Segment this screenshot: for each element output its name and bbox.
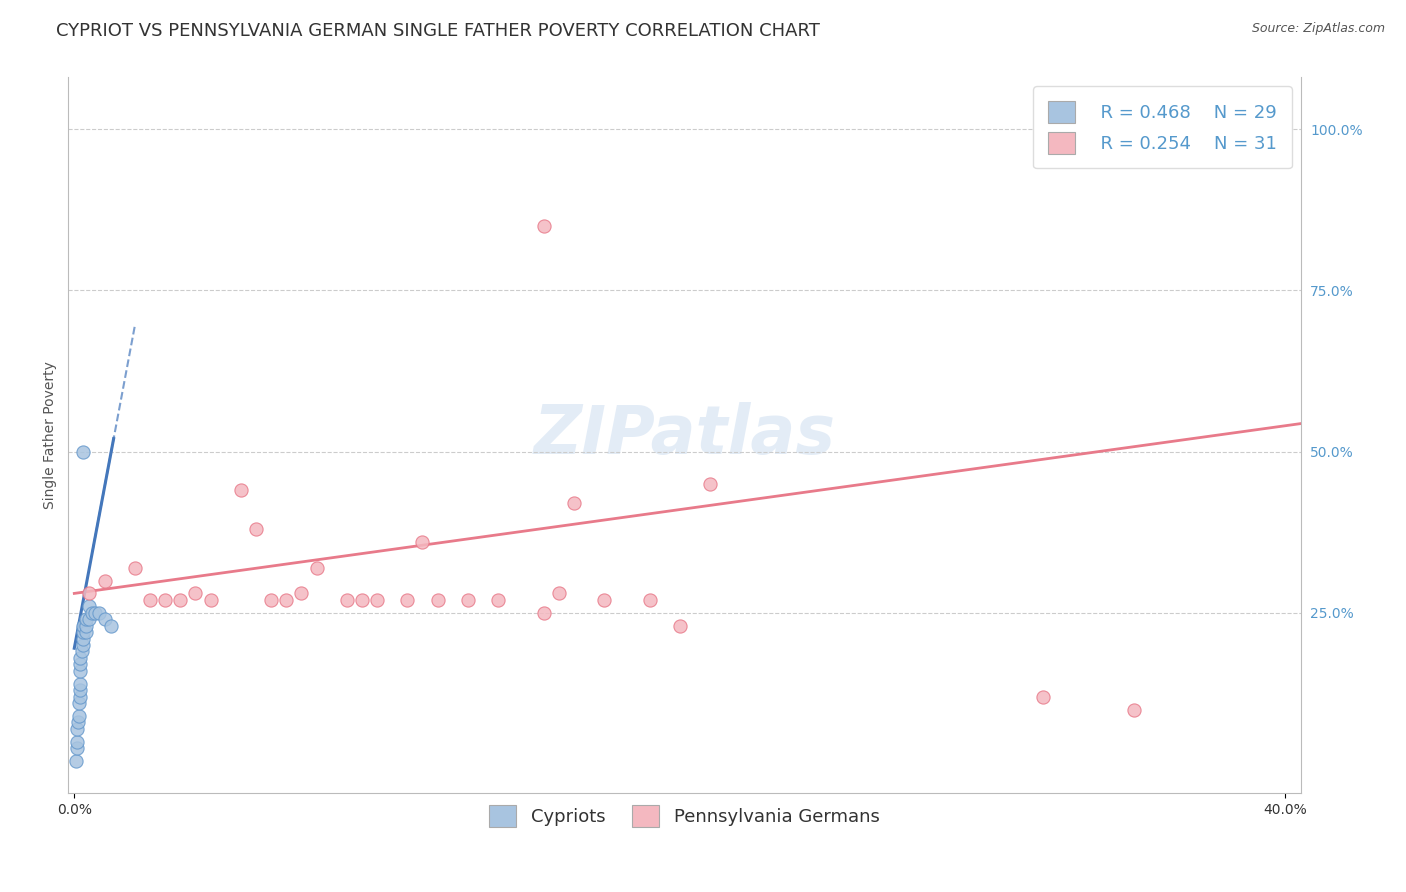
Point — [184, 586, 207, 600]
Point — [638, 592, 661, 607]
Text: CYPRIOT VS PENNSYLVANIA GERMAN SINGLE FATHER POVERTY CORRELATION CHART: CYPRIOT VS PENNSYLVANIA GERMAN SINGLE FA… — [56, 22, 820, 40]
Text: Source: ZipAtlas.com: Source: ZipAtlas.com — [1251, 22, 1385, 36]
Point — [260, 592, 283, 607]
Point — [84, 606, 107, 620]
Point — [67, 696, 90, 710]
Point — [79, 612, 101, 626]
Point — [290, 586, 312, 600]
Point — [67, 709, 90, 723]
Point — [65, 754, 87, 768]
Point — [533, 606, 555, 620]
Point — [66, 741, 89, 756]
Point — [70, 644, 93, 658]
Point — [200, 592, 222, 607]
Point — [350, 592, 373, 607]
Point — [66, 715, 89, 730]
Point — [336, 592, 359, 607]
Point — [72, 632, 94, 646]
Point — [669, 618, 692, 632]
Point — [75, 618, 97, 632]
Point — [87, 606, 110, 620]
Point — [1032, 690, 1054, 704]
Point — [426, 592, 449, 607]
Point — [79, 599, 101, 614]
Point — [72, 625, 94, 640]
Point — [139, 592, 162, 607]
Point — [305, 560, 328, 574]
Point — [69, 690, 91, 704]
Point — [533, 219, 555, 233]
Point — [69, 651, 91, 665]
Y-axis label: Single Father Poverty: Single Father Poverty — [44, 361, 58, 509]
Point — [66, 735, 89, 749]
Point — [69, 664, 91, 678]
Point — [486, 592, 509, 607]
Point — [72, 638, 94, 652]
Point — [396, 592, 419, 607]
Point — [699, 476, 721, 491]
Point — [124, 560, 146, 574]
Point — [562, 496, 585, 510]
Point — [79, 586, 101, 600]
Text: ZIPatlas: ZIPatlas — [533, 402, 835, 468]
Point — [72, 444, 94, 458]
Legend: Cypriots, Pennsylvania Germans: Cypriots, Pennsylvania Germans — [482, 798, 887, 834]
Point — [366, 592, 388, 607]
Point — [82, 606, 104, 620]
Point — [593, 592, 616, 607]
Point — [411, 534, 433, 549]
Point — [93, 612, 115, 626]
Point — [69, 683, 91, 698]
Point — [100, 618, 122, 632]
Point — [276, 592, 298, 607]
Point — [457, 592, 479, 607]
Point — [69, 676, 91, 690]
Point — [153, 592, 176, 607]
Point — [229, 483, 252, 498]
Point — [93, 574, 115, 588]
Point — [1123, 702, 1146, 716]
Point — [75, 612, 97, 626]
Point — [72, 618, 94, 632]
Point — [547, 586, 569, 600]
Point — [69, 657, 91, 672]
Point — [169, 592, 191, 607]
Point — [75, 625, 97, 640]
Point — [245, 522, 267, 536]
Point — [66, 722, 89, 736]
